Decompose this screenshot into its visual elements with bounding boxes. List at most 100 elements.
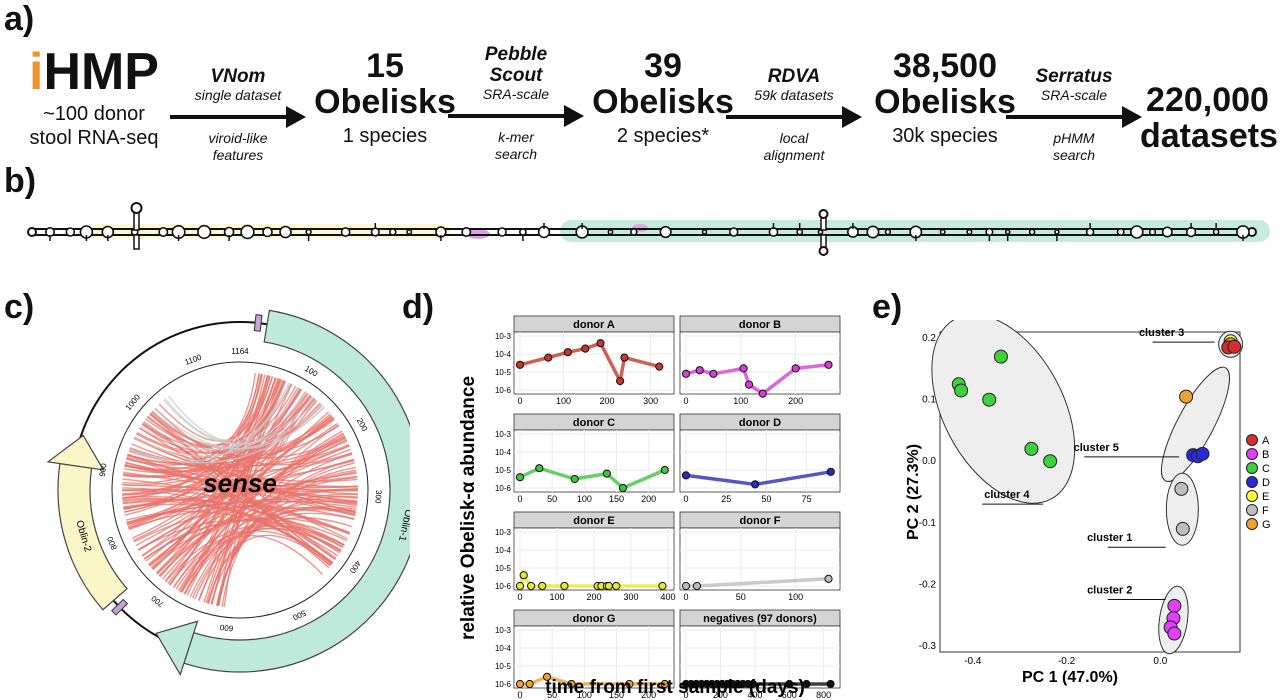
boundary-marker: [253, 314, 263, 332]
chord: [123, 471, 358, 499]
bulge-loop: [966, 228, 973, 236]
facet-donor-g: donor G 10-3 10-4 10-5 10-6 0 50 100 150 200: [495, 609, 675, 700]
chord: [148, 391, 306, 567]
pca-point: [1024, 441, 1039, 456]
legend-swatch: [1246, 518, 1258, 530]
pca-scatter: -0.4 -0.2 0.0 0.2 0.1 0.0 -0.1 -0.2 -0.3 cluster …: [905, 320, 1271, 686]
data-point: [515, 679, 525, 689]
data-point: [535, 464, 544, 473]
pca-y-tick: 0.0: [922, 456, 936, 467]
x-tick-label: 0: [517, 396, 522, 406]
y-tick-label: 10-5: [495, 662, 512, 671]
pca-y-tick: 0.2: [922, 333, 936, 344]
data-point: [538, 581, 547, 591]
chord: [172, 525, 344, 588]
pca-group: -0.4 -0.2 0.0 0.2 0.1 0.0 -0.1 -0.2 -0.3 cluster …: [919, 320, 1271, 667]
facet-panel: [513, 429, 675, 493]
bulge-loop: [262, 226, 273, 238]
arrow-icon: [1006, 106, 1142, 128]
y-tick-label: 10-4: [495, 350, 512, 359]
pipeline-source: iHMP ~100 donor stool RNA-seq: [14, 44, 174, 150]
facet-donor-a: donor A 10-3 10-4 10-5 10-6 0 100 200 300: [495, 315, 675, 406]
data-point: [604, 581, 613, 591]
x-tick-label: 200: [713, 690, 728, 700]
x-tick-label: 150: [609, 494, 624, 504]
boundary-marker: [111, 598, 129, 616]
step-rdva: RDVA 59k datasets local alignment: [726, 66, 862, 164]
x-tick-label: 200: [788, 396, 803, 406]
panel-label-e: e): [872, 288, 903, 326]
data-point: [544, 353, 553, 362]
data-point: [527, 581, 536, 591]
data-point: [739, 364, 748, 373]
y-tick-label: 10-3: [495, 430, 512, 439]
bulge-loop: [985, 227, 994, 237]
bulge-loop: [866, 225, 880, 239]
circos-tick-label: 500: [291, 608, 307, 622]
oblin-1-arrowhead: [155, 620, 199, 677]
arrow-icon: [170, 106, 306, 128]
data-point: [660, 465, 669, 475]
chord: [122, 499, 350, 535]
legend-label: D: [1262, 477, 1270, 489]
x-tick-label: 0: [683, 690, 688, 700]
oblin-2-arc: [57, 462, 128, 611]
bulge-loop: [197, 224, 212, 240]
y-tick-label: 10-5: [495, 564, 512, 573]
pca-x-tick: -0.4: [964, 656, 982, 667]
x-tick-label: 0: [683, 592, 688, 602]
facet-title: donor E: [573, 515, 615, 527]
data-point: [515, 360, 525, 369]
pca-y-tick: -0.3: [919, 641, 937, 652]
chord: [142, 373, 260, 448]
data-point: [655, 362, 664, 371]
x-tick-label: 0: [683, 396, 688, 406]
ihmp-logo: iHMP: [28, 43, 159, 101]
bulge-loop: [406, 228, 413, 235]
legend-label: E: [1262, 491, 1269, 503]
chord: [156, 415, 332, 575]
bulge-loop: [65, 227, 76, 237]
legend-swatch: [1246, 434, 1258, 446]
y-tick-label: 10-6: [495, 680, 512, 689]
d-ylabel: relative Obelisk-α abundance: [458, 376, 479, 640]
y-tick-label: 10-6: [495, 582, 512, 591]
chord: [135, 414, 332, 459]
data-point: [826, 467, 835, 476]
chord: [122, 496, 344, 548]
data-point: [570, 474, 579, 484]
circos-tick-label: 600: [219, 623, 234, 633]
data-point: [791, 364, 800, 373]
cluster-label: cluster 5: [1074, 442, 1119, 454]
data-point: [625, 679, 634, 689]
x-tick-label: 300: [643, 396, 658, 406]
bulge-loop: [340, 227, 351, 237]
pca-point: [1227, 339, 1242, 354]
cluster-ellipse: [931, 320, 1076, 504]
bulge-loop: [1054, 229, 1060, 235]
data-point: [692, 581, 702, 591]
data-point: [758, 389, 767, 398]
pca-point: [1179, 389, 1194, 404]
data-point: [519, 571, 528, 580]
circos-tick-label: 300: [373, 490, 383, 504]
circos-tick-label: 1164: [231, 347, 249, 356]
data-point: [616, 376, 625, 386]
circos-tick-label: 700: [149, 593, 166, 609]
data-point: [525, 679, 534, 689]
y-tick-label: 10-5: [495, 466, 512, 475]
bulge-loop: [1130, 225, 1144, 239]
legend-label: B: [1262, 449, 1269, 461]
chord-grey: [133, 391, 307, 457]
x-tick-label: 0: [683, 494, 688, 504]
step-vnom: VNom single dataset viroid-like features: [170, 66, 306, 164]
bulge-loop: [884, 228, 892, 236]
pca-x-tick: -0.2: [1058, 656, 1076, 667]
bulge-loop: [158, 226, 169, 237]
data-point: [826, 679, 835, 689]
chord: [121, 445, 350, 491]
circos-tick-label: 1000: [124, 392, 143, 412]
cluster-label: cluster 4: [984, 489, 1030, 501]
circos-tick-label: 100: [303, 364, 320, 379]
chord: [122, 376, 273, 495]
